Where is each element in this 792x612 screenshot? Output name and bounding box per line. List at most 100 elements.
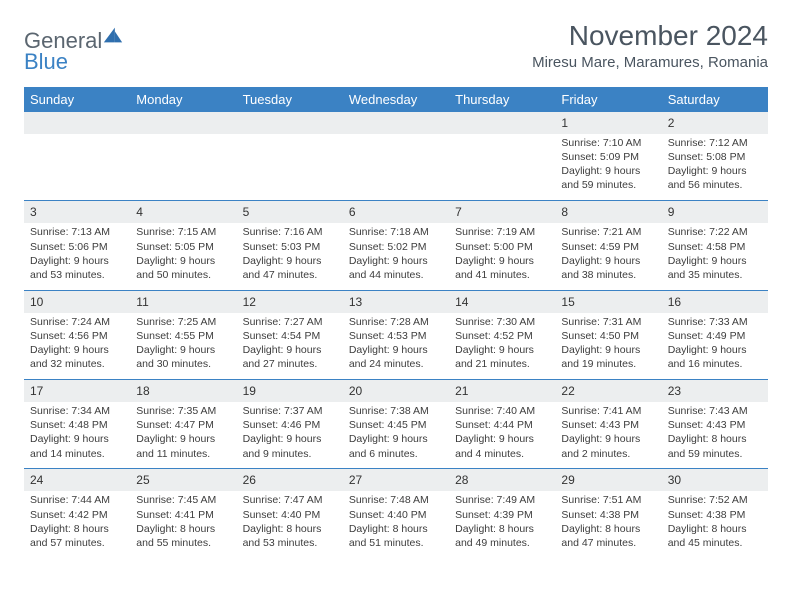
header: General Blue November 2024 Miresu Mare, … — [24, 20, 768, 73]
sunset-text: Sunset: 4:55 PM — [136, 329, 230, 343]
week-daynum-row: 10111213141516 — [24, 290, 768, 313]
day-cell: Sunrise: 7:18 AMSunset: 5:02 PMDaylight:… — [343, 223, 449, 286]
brand-triangle-icon — [102, 24, 124, 46]
day-cell: Sunrise: 7:15 AMSunset: 5:05 PMDaylight:… — [130, 223, 236, 286]
day-number: 24 — [24, 469, 130, 492]
sunrise-text: Sunrise: 7:18 AM — [349, 225, 443, 239]
sunrise-text: Sunrise: 7:24 AM — [30, 315, 124, 329]
day-cell: Sunrise: 7:52 AMSunset: 4:38 PMDaylight:… — [662, 491, 768, 554]
daylight-text: Daylight: 9 hours and 38 minutes. — [561, 254, 655, 282]
day-number: 28 — [449, 469, 555, 492]
daylight-text: Daylight: 9 hours and 21 minutes. — [455, 343, 549, 371]
daylight-text: Daylight: 9 hours and 6 minutes. — [349, 432, 443, 460]
day-cell: Sunrise: 7:34 AMSunset: 4:48 PMDaylight:… — [24, 402, 130, 465]
brand-logo: General Blue — [24, 20, 124, 73]
sunrise-text: Sunrise: 7:22 AM — [668, 225, 762, 239]
sunrise-text: Sunrise: 7:48 AM — [349, 493, 443, 507]
daylight-text: Daylight: 9 hours and 9 minutes. — [243, 432, 337, 460]
day-number: 5 — [237, 201, 343, 224]
sunset-text: Sunset: 5:02 PM — [349, 240, 443, 254]
day-number: 2 — [662, 111, 768, 134]
day-cell: Sunrise: 7:48 AMSunset: 4:40 PMDaylight:… — [343, 491, 449, 554]
location-label: Miresu Mare, Maramures, Romania — [532, 54, 768, 71]
daylight-text: Daylight: 8 hours and 47 minutes. — [561, 522, 655, 550]
sunset-text: Sunset: 4:45 PM — [349, 418, 443, 432]
col-wednesday: Wednesday — [343, 87, 449, 111]
day-cell: Sunrise: 7:12 AMSunset: 5:08 PMDaylight:… — [662, 134, 768, 197]
day-cell: Sunrise: 7:38 AMSunset: 4:45 PMDaylight:… — [343, 402, 449, 465]
sunset-text: Sunset: 4:46 PM — [243, 418, 337, 432]
sunset-text: Sunset: 4:50 PM — [561, 329, 655, 343]
day-cell — [237, 134, 343, 197]
week-daynum-row: 3456789 — [24, 201, 768, 224]
day-number: 3 — [24, 201, 130, 224]
col-tuesday: Tuesday — [237, 87, 343, 111]
day-cell: Sunrise: 7:10 AMSunset: 5:09 PMDaylight:… — [555, 134, 661, 197]
day-cell: Sunrise: 7:28 AMSunset: 4:53 PMDaylight:… — [343, 313, 449, 376]
sunrise-text: Sunrise: 7:52 AM — [668, 493, 762, 507]
day-cell: Sunrise: 7:35 AMSunset: 4:47 PMDaylight:… — [130, 402, 236, 465]
daylight-text: Daylight: 9 hours and 4 minutes. — [455, 432, 549, 460]
sunrise-text: Sunrise: 7:13 AM — [30, 225, 124, 239]
day-cell: Sunrise: 7:40 AMSunset: 4:44 PMDaylight:… — [449, 402, 555, 465]
day-cell — [449, 134, 555, 197]
sunrise-text: Sunrise: 7:34 AM — [30, 404, 124, 418]
day-number — [449, 111, 555, 134]
day-cell: Sunrise: 7:27 AMSunset: 4:54 PMDaylight:… — [237, 313, 343, 376]
sunrise-text: Sunrise: 7:44 AM — [30, 493, 124, 507]
sunrise-text: Sunrise: 7:40 AM — [455, 404, 549, 418]
sunset-text: Sunset: 4:54 PM — [243, 329, 337, 343]
day-cell: Sunrise: 7:44 AMSunset: 4:42 PMDaylight:… — [24, 491, 130, 554]
calendar-table: Sunday Monday Tuesday Wednesday Thursday… — [24, 87, 768, 554]
sunset-text: Sunset: 4:39 PM — [455, 508, 549, 522]
day-number: 10 — [24, 290, 130, 313]
day-cell: Sunrise: 7:33 AMSunset: 4:49 PMDaylight:… — [662, 313, 768, 376]
sunrise-text: Sunrise: 7:28 AM — [349, 315, 443, 329]
day-cell: Sunrise: 7:45 AMSunset: 4:41 PMDaylight:… — [130, 491, 236, 554]
col-thursday: Thursday — [449, 87, 555, 111]
day-number: 15 — [555, 290, 661, 313]
day-cell: Sunrise: 7:24 AMSunset: 4:56 PMDaylight:… — [24, 313, 130, 376]
col-monday: Monday — [130, 87, 236, 111]
daylight-text: Daylight: 9 hours and 19 minutes. — [561, 343, 655, 371]
daylight-text: Daylight: 9 hours and 56 minutes. — [668, 164, 762, 192]
sunrise-text: Sunrise: 7:38 AM — [349, 404, 443, 418]
sunrise-text: Sunrise: 7:37 AM — [243, 404, 337, 418]
week-detail-row: Sunrise: 7:24 AMSunset: 4:56 PMDaylight:… — [24, 313, 768, 376]
day-cell: Sunrise: 7:25 AMSunset: 4:55 PMDaylight:… — [130, 313, 236, 376]
day-cell: Sunrise: 7:21 AMSunset: 4:59 PMDaylight:… — [555, 223, 661, 286]
day-number: 23 — [662, 379, 768, 402]
day-cell — [130, 134, 236, 197]
day-number: 17 — [24, 379, 130, 402]
sunrise-text: Sunrise: 7:27 AM — [243, 315, 337, 329]
sunset-text: Sunset: 4:44 PM — [455, 418, 549, 432]
daylight-text: Daylight: 9 hours and 14 minutes. — [30, 432, 124, 460]
col-saturday: Saturday — [662, 87, 768, 111]
sunset-text: Sunset: 4:38 PM — [561, 508, 655, 522]
sunset-text: Sunset: 5:00 PM — [455, 240, 549, 254]
daylight-text: Daylight: 9 hours and 16 minutes. — [668, 343, 762, 371]
day-number: 20 — [343, 379, 449, 402]
day-number — [343, 111, 449, 134]
sunrise-text: Sunrise: 7:43 AM — [668, 404, 762, 418]
sunset-text: Sunset: 4:48 PM — [30, 418, 124, 432]
daylight-text: Daylight: 9 hours and 53 minutes. — [30, 254, 124, 282]
sunset-text: Sunset: 4:47 PM — [136, 418, 230, 432]
day-cell: Sunrise: 7:16 AMSunset: 5:03 PMDaylight:… — [237, 223, 343, 286]
sunset-text: Sunset: 5:06 PM — [30, 240, 124, 254]
brand-name-b: Blue — [24, 49, 68, 74]
daylight-text: Daylight: 8 hours and 51 minutes. — [349, 522, 443, 550]
daylight-text: Daylight: 9 hours and 2 minutes. — [561, 432, 655, 460]
day-cell: Sunrise: 7:41 AMSunset: 4:43 PMDaylight:… — [555, 402, 661, 465]
day-number: 8 — [555, 201, 661, 224]
sunrise-text: Sunrise: 7:21 AM — [561, 225, 655, 239]
day-number: 4 — [130, 201, 236, 224]
daylight-text: Daylight: 9 hours and 27 minutes. — [243, 343, 337, 371]
week-daynum-row: 17181920212223 — [24, 379, 768, 402]
day-number: 21 — [449, 379, 555, 402]
daylight-text: Daylight: 9 hours and 30 minutes. — [136, 343, 230, 371]
week-detail-row: Sunrise: 7:44 AMSunset: 4:42 PMDaylight:… — [24, 491, 768, 554]
day-cell: Sunrise: 7:47 AMSunset: 4:40 PMDaylight:… — [237, 491, 343, 554]
sunset-text: Sunset: 5:05 PM — [136, 240, 230, 254]
day-number: 9 — [662, 201, 768, 224]
